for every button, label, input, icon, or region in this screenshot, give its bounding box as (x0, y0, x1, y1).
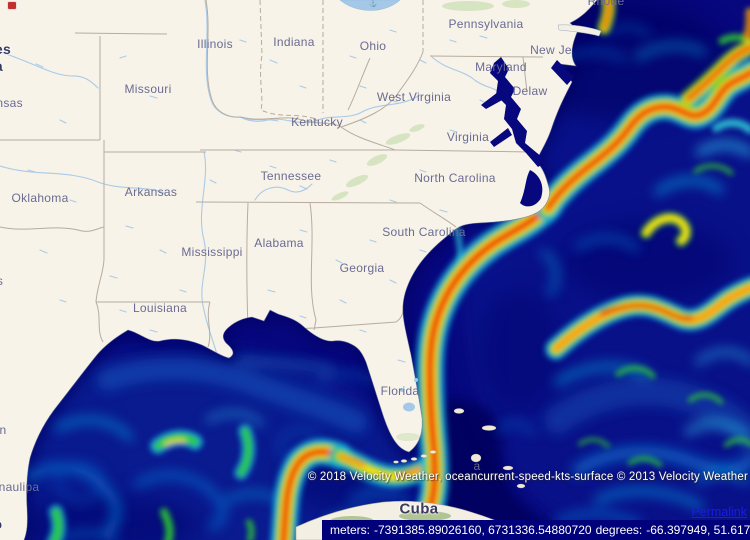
state-borders (0, 0, 544, 348)
permalink-link[interactable]: Permalink (691, 505, 747, 519)
coastline (23, 0, 598, 540)
degrees-readout: degrees:-66.397949, 51.617939 (596, 523, 750, 537)
bays (481, 57, 574, 207)
florida-lakes (399, 378, 418, 412)
long-island (557, 24, 602, 37)
meters-value: -7391385.89026160, 6731336.54880720 (374, 523, 592, 537)
degrees-value: -66.397949, 51.617939 (646, 523, 750, 537)
meters-label: meters: (330, 523, 371, 537)
status-bar: meters: -7391385.89026160, 6731336.548807… (322, 520, 750, 540)
route-shield-icon (7, 1, 17, 10)
attribution: © 2018 Velocity Weather, oceancurrent-sp… (307, 471, 748, 483)
degrees-label: degrees: (595, 523, 643, 537)
lake-erie (339, 0, 401, 11)
bahamas-and-keys (393, 408, 526, 489)
meters-readout: meters: -7391385.89026160, 6731336.548807… (330, 523, 596, 537)
